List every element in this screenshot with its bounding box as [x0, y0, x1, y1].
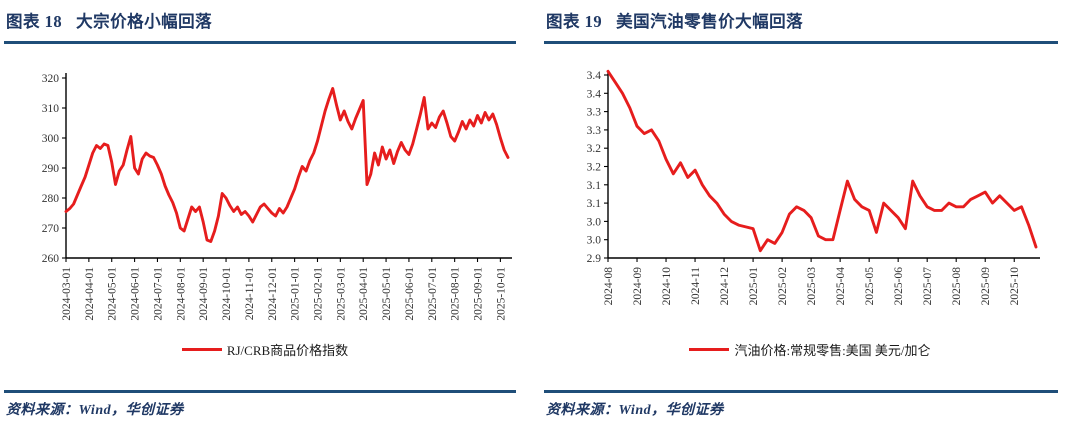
x-tick-label: 2025-03-01: [335, 267, 347, 321]
y-tick-label: 3.3: [587, 107, 602, 119]
x-tick-label: 2024-08-01: [175, 267, 187, 321]
figure-19-number: 图表 19: [546, 12, 603, 31]
x-tick-label: 2025-07-01: [427, 267, 439, 321]
y-tick-label: 280: [42, 193, 60, 205]
x-tick-label: 2025-04-01: [358, 267, 370, 321]
figure-19: 图表 19 美国汽油零售价大幅回落 3.4 3.4 3.3 3.3 3.2 3.2 3.1 3.…: [540, 0, 1080, 436]
legend-label: RJ/CRB商品价格指数: [226, 343, 349, 358]
legend-line-swatch: [181, 348, 222, 351]
source-note: 资料来源：Wind，华创证券: [546, 403, 724, 418]
x-tick-label: 2025-08: [951, 267, 963, 306]
x-tick-label: 2024-11: [690, 267, 702, 305]
us-gasoline-price-chart: 3.4 3.4 3.3 3.3 3.2 3.2 3.1 3.1 3.0 3.0 2.92024-08…: [587, 69, 1040, 306]
x-tick-label: 2025-10: [1009, 267, 1021, 306]
x-tick-label: 2024-10: [661, 267, 673, 306]
y-tick-label: 290: [42, 163, 60, 175]
y-tick-label: 3.0: [587, 216, 602, 228]
x-tick-label: 2025-06: [893, 267, 905, 306]
y-tick-label: 3.1: [587, 198, 602, 210]
y-tick-label: 310: [42, 103, 60, 115]
figure-18-title: 图表 18 大宗价格小幅回落: [6, 8, 212, 32]
y-tick-label: 3.4: [587, 88, 602, 100]
title-divider: [544, 41, 1058, 44]
figure-18-caption: 大宗价格小幅回落: [76, 12, 213, 31]
y-tick-label: 3.2: [587, 162, 602, 174]
x-tick-label: 2025-02-01: [312, 267, 324, 321]
x-tick-label: 2025-05: [864, 267, 876, 306]
y-tick-label: 300: [42, 133, 60, 145]
x-tick-label: 2025-09: [980, 267, 992, 306]
x-tick-label: 2024-04-01: [84, 267, 96, 321]
y-tick-label: 2.9: [587, 253, 602, 265]
y-tick-label: 3.2: [587, 143, 602, 155]
y-tick-label: 260: [42, 253, 60, 265]
source-divider: [4, 390, 516, 393]
y-tick-label: 270: [42, 223, 60, 235]
x-tick-label: 2024-09: [632, 267, 644, 306]
legend-label: 汽油价格:常规零售:美国 美元/加仑: [734, 343, 931, 358]
source-note: 资料来源：Wind，华创证券: [6, 403, 184, 418]
x-tick-label: 2025-08-01: [450, 267, 462, 321]
y-tick-label: 3.1: [587, 180, 602, 192]
x-tick-label: 2025-07: [922, 267, 934, 306]
legend: RJ/CRB商品价格指数: [0, 340, 530, 359]
x-tick-label: 2024-03-01: [61, 267, 73, 321]
x-tick-label: 2024-12: [719, 267, 731, 306]
x-tick-label: 2025-03: [806, 267, 818, 306]
x-tick-label: 2024-07-01: [152, 267, 164, 321]
source-divider: [544, 390, 1058, 393]
x-tick-label: 2025-10-01: [495, 267, 507, 321]
series-line: [606, 69, 1038, 253]
y-tick-label: 3.3: [587, 125, 602, 137]
figure-18: 图表 18 大宗价格小幅回落 320 310 300 290 280 270 260 2024-…: [0, 0, 530, 436]
title-divider: [4, 41, 516, 44]
x-tick-label: 2024-12-01: [267, 267, 279, 321]
x-tick-label: 2024-05-01: [107, 267, 119, 321]
x-tick-label: 2024-11-01: [244, 267, 256, 320]
y-tick-label: 3.4: [587, 70, 602, 82]
y-tick-label: 3.0: [587, 235, 602, 247]
x-tick-label: 2024-08: [603, 267, 615, 306]
x-tick-label: 2024-09-01: [198, 267, 210, 321]
x-tick-label: 2024-10-01: [221, 267, 233, 321]
x-tick-label: 2025-02: [777, 267, 789, 306]
x-tick-label: 2025-09-01: [473, 267, 485, 321]
x-tick-label: 2025-01-01: [290, 267, 302, 321]
x-tick-label: 2024-06-01: [130, 267, 142, 321]
figure-19-title: 图表 19 美国汽油零售价大幅回落: [546, 8, 803, 32]
series-line: [64, 87, 510, 243]
x-tick-label: 2025-06-01: [404, 267, 416, 321]
figure-18-number: 图表 18: [6, 12, 63, 31]
y-tick-label: 320: [42, 73, 60, 85]
x-tick-label: 2025-01: [748, 267, 760, 306]
legend: 汽油价格:常规零售:美国 美元/加仑: [540, 340, 1080, 359]
legend-line-swatch: [689, 348, 730, 351]
figure-19-caption: 美国汽油零售价大幅回落: [616, 12, 804, 31]
x-tick-label: 2025-04: [835, 267, 847, 306]
x-tick-label: 2025-05-01: [381, 267, 393, 321]
